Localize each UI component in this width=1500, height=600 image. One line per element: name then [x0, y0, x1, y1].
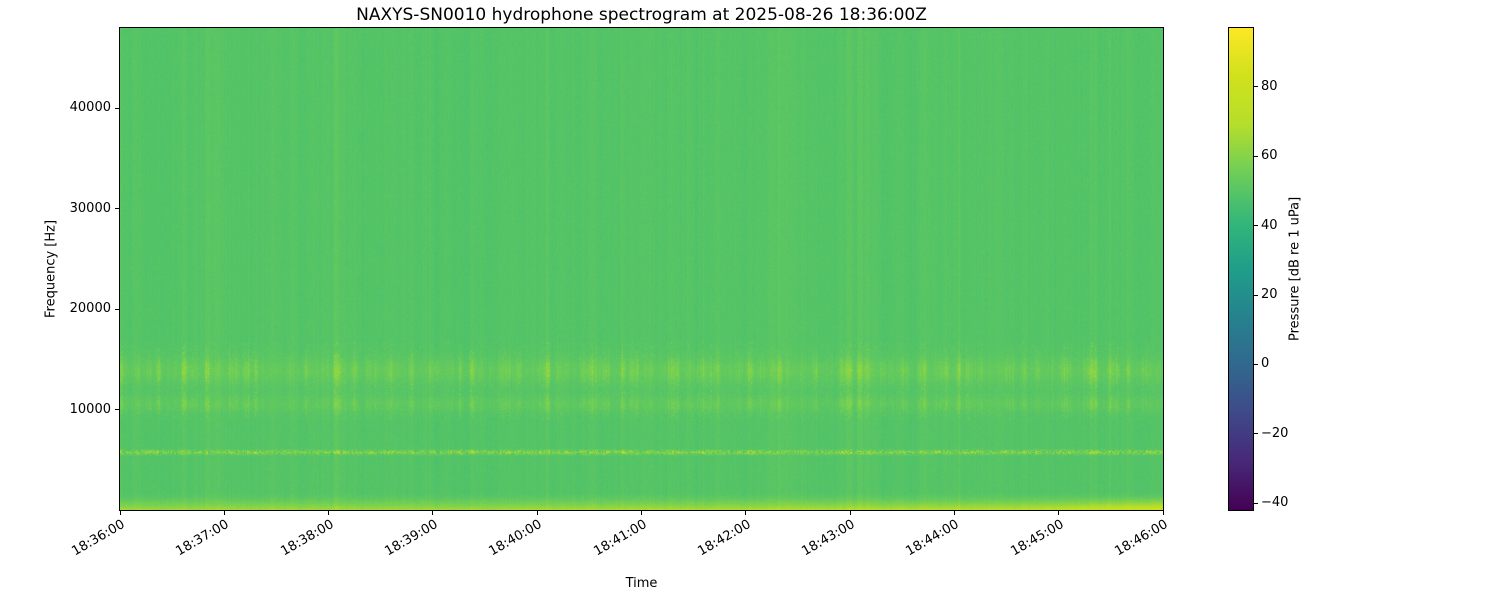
colorbar-tick-label: −40 — [1261, 495, 1289, 511]
x-tick-mark — [223, 511, 225, 515]
x-tick-mark — [745, 511, 747, 515]
colorbar-tick-label: 20 — [1261, 287, 1278, 302]
colorbar-tick-mark — [1254, 433, 1258, 435]
colorbar-tick-label: 0 — [1261, 356, 1270, 372]
colorbar-label: Pressure [dB re 1 uPa] — [1287, 196, 1303, 342]
colorbar-tick-label: −20 — [1261, 425, 1289, 441]
colorbar — [1228, 27, 1254, 511]
x-tick-mark — [1162, 511, 1164, 515]
y-tick-label: 30000 — [69, 200, 111, 216]
colorbar-tick-mark — [1254, 502, 1258, 504]
x-tick-mark — [328, 511, 330, 515]
y-tick-mark — [115, 107, 119, 109]
chart-title: NAXYS-SN0010 hydrophone spectrogram at 2… — [356, 5, 927, 25]
colorbar-tick-mark — [1254, 294, 1258, 296]
y-tick-label: 10000 — [69, 401, 111, 417]
x-tick-mark — [536, 511, 538, 515]
y-tick-mark — [115, 208, 119, 210]
colorbar-tick-label: 40 — [1261, 217, 1278, 233]
x-tick-mark — [953, 511, 955, 515]
x-tick-mark — [1058, 511, 1060, 515]
colorbar-tick-label: 60 — [1261, 148, 1278, 164]
colorbar-tick-mark — [1254, 86, 1258, 88]
x-tick-mark — [849, 511, 851, 515]
x-tick-mark — [641, 511, 642, 515]
y-tick-mark — [115, 409, 119, 411]
colorbar-tick-label: 80 — [1261, 78, 1278, 94]
y-tick-label: 40000 — [69, 100, 111, 116]
y-tick-mark — [115, 308, 119, 310]
x-axis-label: Time — [625, 576, 658, 591]
plot-area — [119, 27, 1164, 511]
y-tick-label: 20000 — [69, 301, 111, 317]
x-tick-mark — [119, 511, 121, 515]
colorbar-tick-mark — [1254, 363, 1258, 365]
colorbar-tick-mark — [1254, 155, 1258, 157]
spectrogram-heatmap — [120, 28, 1163, 510]
x-tick-mark — [432, 511, 434, 515]
colorbar-tick-mark — [1254, 225, 1258, 227]
